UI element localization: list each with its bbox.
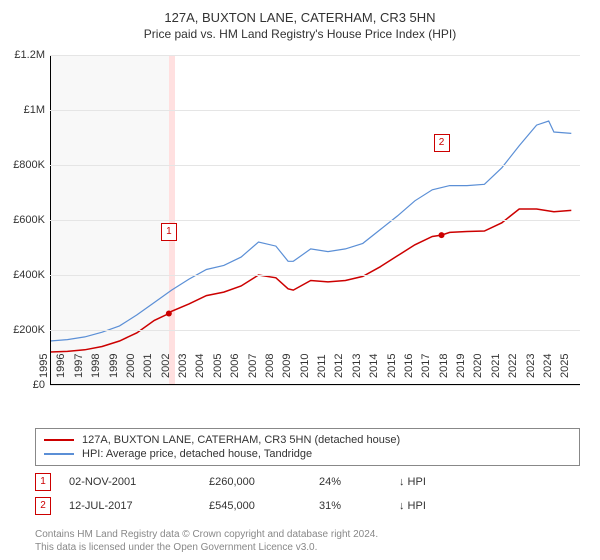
sale-pct: 24% [319, 476, 399, 488]
x-tick-label: 2002 [159, 354, 171, 378]
y-tick-label: £1M [5, 104, 45, 116]
x-tick-label: 2001 [142, 354, 154, 378]
x-tick-label: 2011 [316, 354, 328, 378]
x-tick-label: 2013 [351, 354, 363, 378]
x-tick-label: 2017 [420, 354, 432, 378]
gridline-h [50, 165, 580, 166]
x-tick-label: 1999 [107, 354, 119, 378]
legend-label: 127A, BUXTON LANE, CATERHAM, CR3 5HN (de… [82, 434, 400, 446]
x-tick-label: 1995 [38, 354, 50, 378]
footer-line-1: Contains HM Land Registry data © Crown c… [35, 528, 378, 541]
chart-title: 127A, BUXTON LANE, CATERHAM, CR3 5HN [0, 0, 600, 25]
x-tick-label: 1997 [73, 354, 85, 378]
x-tick-label: 2025 [559, 354, 571, 378]
sale-date: 02-NOV-2001 [69, 476, 209, 488]
sales-table: 1 02-NOV-2001£260,00024%↓ HPI 2 12-JUL-2017… [35, 470, 580, 518]
x-tick-label: 2021 [490, 354, 502, 378]
x-tick-label: 2015 [385, 354, 397, 378]
x-tick-label: 2007 [246, 354, 258, 378]
footer-attribution: Contains HM Land Registry data © Crown c… [35, 528, 378, 554]
x-tick-label: 2004 [194, 354, 206, 378]
chart-area: £0£200K£400K£600K£800K£1M£1.2M1995199619… [50, 55, 580, 385]
legend: 127A, BUXTON LANE, CATERHAM, CR3 5HN (de… [35, 428, 580, 466]
legend-swatch [44, 453, 74, 455]
sale-price: £545,000 [209, 500, 319, 512]
gridline-h [50, 220, 580, 221]
gridline-h [50, 110, 580, 111]
x-tick-label: 2014 [368, 354, 380, 378]
y-tick-label: £200K [5, 324, 45, 336]
sale-pct: 31% [319, 500, 399, 512]
sale-index-badge: 2 [35, 497, 51, 515]
x-tick-label: 2019 [455, 354, 467, 378]
legend-row: HPI: Average price, detached house, Tand… [44, 447, 571, 461]
x-tick-label: 2010 [298, 354, 310, 378]
sale-marker-label: 2 [434, 134, 450, 152]
x-tick-label: 2012 [333, 354, 345, 378]
sales-row: 2 12-JUL-2017£545,00031%↓ HPI [35, 494, 580, 518]
sale-marker-label: 1 [161, 223, 177, 241]
y-tick-label: £600K [5, 214, 45, 226]
x-tick-label: 2022 [507, 354, 519, 378]
sales-row: 1 02-NOV-2001£260,00024%↓ HPI [35, 470, 580, 494]
x-tick-label: 1996 [55, 354, 67, 378]
x-tick-label: 2018 [437, 354, 449, 378]
x-tick-label: 1998 [90, 354, 102, 378]
gridline-h [50, 385, 580, 386]
footer-line-2: This data is licensed under the Open Gov… [35, 541, 378, 554]
x-tick-label: 2005 [212, 354, 224, 378]
legend-row: 127A, BUXTON LANE, CATERHAM, CR3 5HN (de… [44, 433, 571, 447]
sale-date: 12-JUL-2017 [69, 500, 209, 512]
y-tick-label: £1.2M [5, 49, 45, 61]
x-tick-label: 2024 [542, 354, 554, 378]
gridline-h [50, 275, 580, 276]
x-tick-label: 2009 [281, 354, 293, 378]
gridline-h [50, 330, 580, 331]
sale-price: £260,000 [209, 476, 319, 488]
legend-label: HPI: Average price, detached house, Tand… [82, 448, 312, 460]
gridline-h [50, 55, 580, 56]
sale-index-badge: 1 [35, 473, 51, 491]
legend-swatch [44, 439, 74, 441]
x-tick-label: 2023 [524, 354, 536, 378]
x-tick-label: 2003 [177, 354, 189, 378]
sale-hpi-direction: ↓ HPI [399, 476, 426, 488]
sale-hpi-direction: ↓ HPI [399, 500, 426, 512]
x-tick-label: 2020 [472, 354, 484, 378]
x-tick-label: 2008 [264, 354, 276, 378]
chart-container: 127A, BUXTON LANE, CATERHAM, CR3 5HN Pri… [0, 0, 600, 560]
x-tick-label: 2006 [229, 354, 241, 378]
y-tick-label: £400K [5, 269, 45, 281]
x-tick-label: 2016 [403, 354, 415, 378]
y-tick-label: £800K [5, 159, 45, 171]
chart-subtitle: Price paid vs. HM Land Registry's House … [0, 25, 600, 41]
y-tick-label: £0 [5, 379, 45, 391]
x-tick-label: 2000 [125, 354, 137, 378]
